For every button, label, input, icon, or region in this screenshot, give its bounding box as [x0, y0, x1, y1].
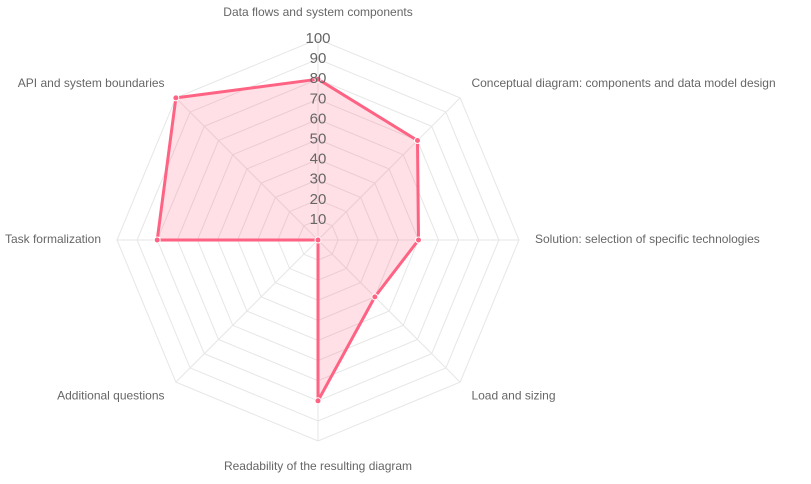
- grid-ring: [116, 38, 520, 442]
- tick-label: 30: [310, 171, 327, 188]
- axis-label: Conceptual diagram: components and data …: [471, 76, 775, 90]
- tick-label: 70: [310, 90, 327, 107]
- data-point: [314, 397, 322, 405]
- tick-label: 100: [305, 30, 330, 47]
- tick-label: 10: [310, 211, 327, 228]
- tick-label: 80: [310, 70, 327, 87]
- grid-ring: [136, 58, 500, 422]
- data-point: [172, 94, 180, 102]
- tick-label: 50: [310, 130, 327, 147]
- tick-label: 90: [310, 50, 327, 67]
- axis-label: Additional questions: [57, 388, 164, 402]
- data-point: [371, 293, 379, 301]
- tick-label: 40: [310, 151, 327, 168]
- data-point: [413, 137, 421, 145]
- axis-label: Load and sizing: [471, 388, 555, 402]
- data-point: [153, 236, 161, 244]
- data-point: [314, 75, 322, 83]
- axis-label: API and system boundaries: [18, 76, 165, 90]
- axis-label: Solution: selection of specific technolo…: [535, 232, 760, 246]
- axis-label: Data flows and system components: [223, 5, 412, 19]
- tick-label: 60: [310, 110, 327, 127]
- data-area: [155, 77, 420, 403]
- data-point: [415, 236, 422, 244]
- axis-label: Readability of the resulting diagram: [224, 459, 412, 473]
- tick-label: 20: [310, 191, 327, 208]
- data-point: [314, 236, 322, 244]
- axis-label: Task formalization: [5, 232, 101, 246]
